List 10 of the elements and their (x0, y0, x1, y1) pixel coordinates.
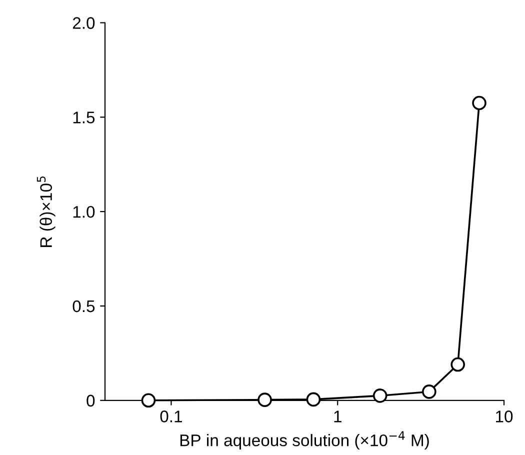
y-axis-title: R (θ)×10$^{5}$ (36, 176, 56, 247)
x-tick-label: 0.1 (160, 410, 182, 422)
y-tick-label: 0 (86, 394, 95, 407)
y-tick-label: 1.5 (73, 112, 95, 124)
x-tick-label: 1 (334, 410, 342, 422)
y-tick-label: 1.0 (73, 206, 95, 218)
x-tick-label: 10 (496, 410, 513, 422)
y-tick-label: 0.5 (72, 300, 95, 312)
x-axis-title: BP in aqueous solution (×10$^{−4}$ M) (180, 431, 429, 450)
y-tick-label: 2.0 (72, 17, 95, 29)
